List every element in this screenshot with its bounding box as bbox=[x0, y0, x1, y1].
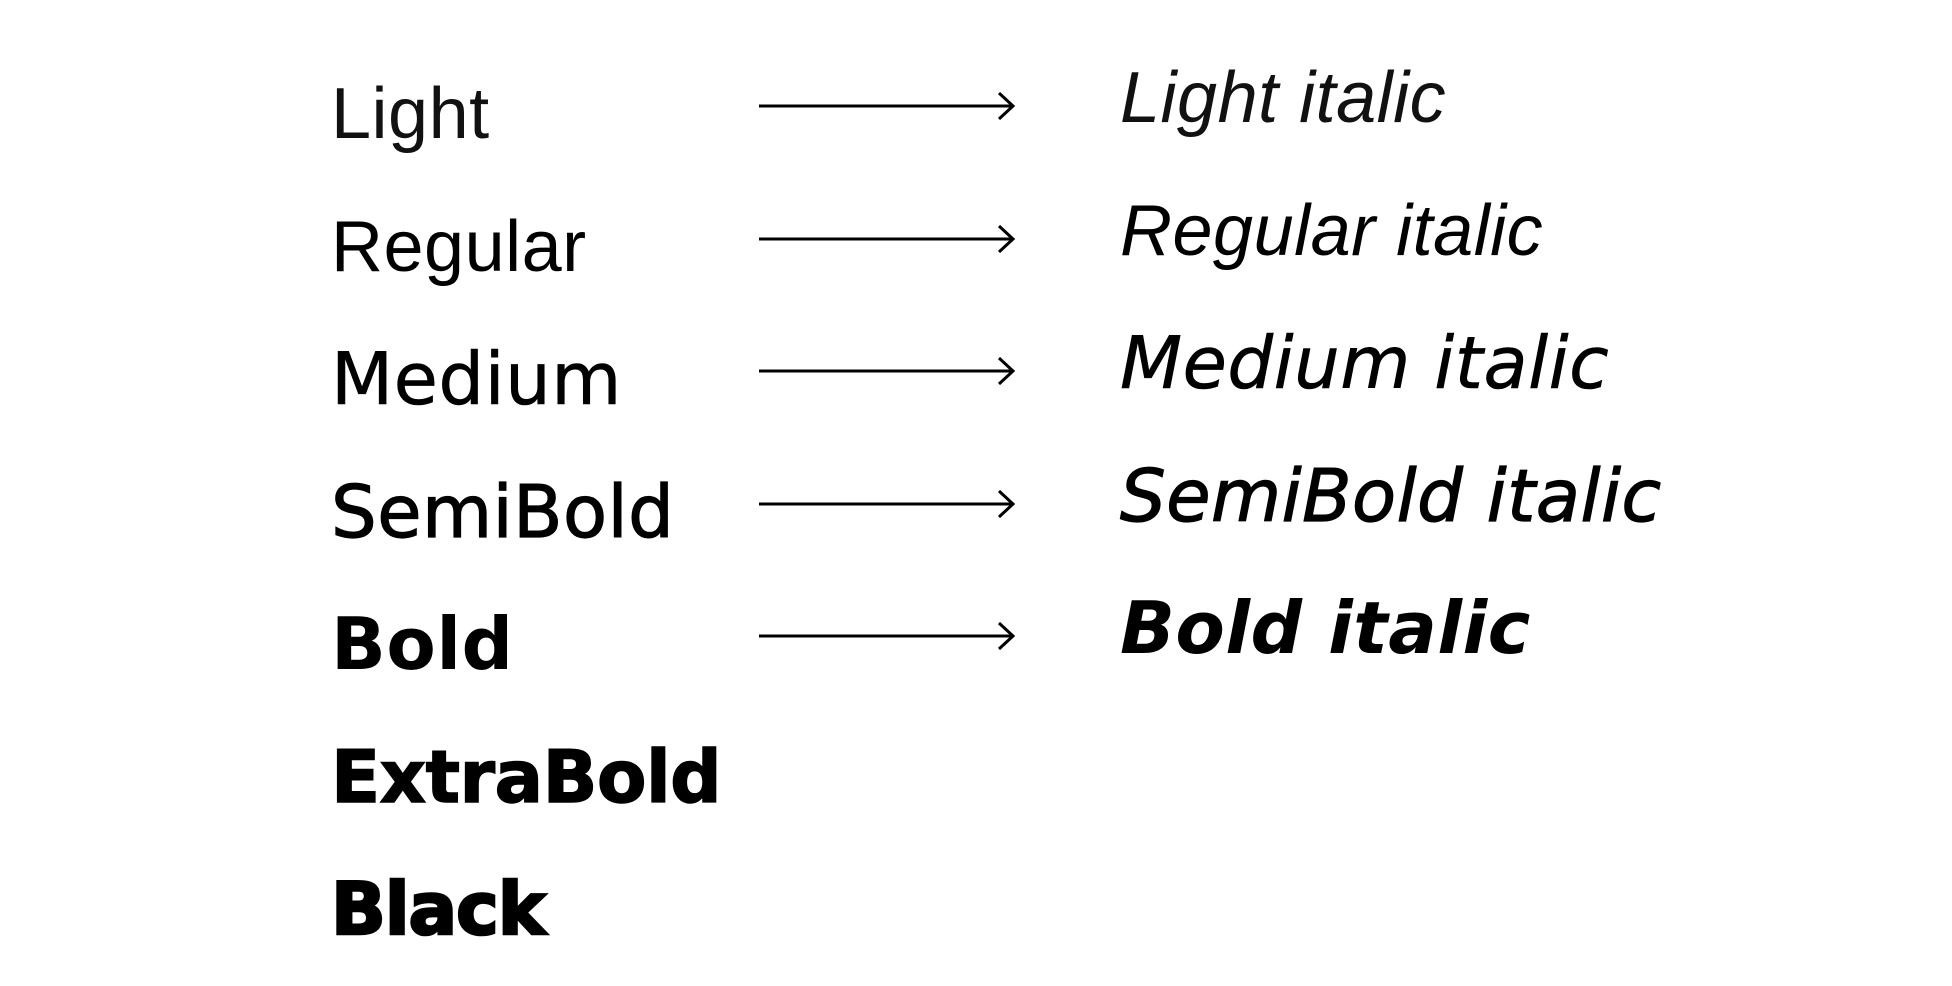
weight-row-medium: Medium Medium italic bbox=[0, 309, 1952, 441]
right-arrow-icon bbox=[759, 225, 1016, 253]
right-arrow-icon bbox=[759, 92, 1016, 120]
upright-weight-label: Black bbox=[330, 866, 547, 953]
upright-weight-label: Medium bbox=[331, 337, 622, 422]
right-arrow-icon bbox=[759, 357, 1016, 385]
right-arrow-icon bbox=[759, 490, 1016, 518]
upright-weight-label: Regular bbox=[331, 207, 587, 287]
italic-weight-label: SemiBold italic bbox=[1119, 453, 1662, 538]
weight-row-black: Black bbox=[0, 839, 1952, 971]
italic-weight-label: Light italic bbox=[1120, 58, 1447, 138]
weight-row-light: Light Light italic bbox=[0, 44, 1952, 176]
weight-row-extrabold: ExtraBold bbox=[0, 707, 1952, 839]
upright-weight-label: SemiBold bbox=[330, 469, 675, 554]
italic-weight-label: Regular italic bbox=[1120, 191, 1544, 271]
upright-weight-label: Light bbox=[331, 74, 490, 154]
weight-row-regular: Regular Regular italic bbox=[0, 177, 1952, 309]
italic-weight-label: Bold italic bbox=[1120, 586, 1531, 670]
right-arrow-icon bbox=[759, 622, 1016, 650]
weight-row-semibold: SemiBold SemiBold italic bbox=[0, 442, 1952, 574]
italic-weight-label: Medium italic bbox=[1120, 321, 1610, 406]
upright-weight-label: Bold bbox=[331, 602, 514, 686]
weight-row-bold: Bold Bold italic bbox=[0, 574, 1952, 706]
upright-weight-label: ExtraBold bbox=[330, 734, 722, 819]
